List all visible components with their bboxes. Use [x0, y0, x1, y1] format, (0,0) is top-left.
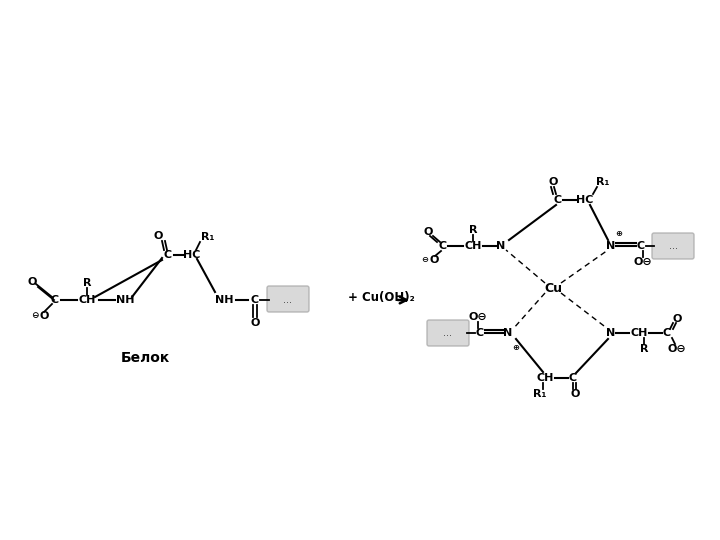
Text: O: O: [570, 389, 580, 399]
Text: CH: CH: [78, 295, 96, 305]
Text: O: O: [423, 227, 433, 237]
Text: O: O: [27, 277, 37, 287]
Text: Белок: Белок: [120, 351, 170, 365]
Text: O⊖: O⊖: [667, 344, 686, 354]
Text: ...: ...: [444, 328, 452, 338]
Text: R: R: [83, 278, 91, 288]
Text: N: N: [606, 328, 616, 338]
Text: ⊕: ⊕: [616, 230, 623, 239]
Text: O⊖: O⊖: [469, 312, 487, 322]
Text: C: C: [554, 195, 562, 205]
FancyBboxPatch shape: [427, 320, 469, 346]
Text: C: C: [476, 328, 484, 338]
Text: R: R: [640, 344, 648, 354]
Text: CH: CH: [536, 373, 554, 383]
Text: R: R: [469, 225, 477, 235]
Text: HC: HC: [184, 250, 201, 260]
Text: ⊖: ⊖: [421, 255, 428, 265]
Text: R₁: R₁: [202, 232, 215, 242]
Text: O: O: [40, 311, 49, 321]
Text: C: C: [51, 295, 59, 305]
Text: NH: NH: [116, 295, 134, 305]
Text: O: O: [153, 231, 163, 241]
Text: ...: ...: [284, 295, 292, 305]
Text: CH: CH: [630, 328, 648, 338]
Text: O⊖: O⊖: [634, 257, 652, 267]
Text: O: O: [251, 318, 260, 328]
Text: O: O: [429, 255, 438, 265]
FancyBboxPatch shape: [652, 233, 694, 259]
Text: C: C: [164, 250, 172, 260]
Text: N: N: [503, 328, 513, 338]
Text: Cu: Cu: [544, 281, 562, 294]
Text: R₁: R₁: [596, 177, 610, 187]
Text: C: C: [251, 295, 259, 305]
Text: N: N: [606, 241, 616, 251]
Text: C: C: [439, 241, 447, 251]
Text: N: N: [496, 241, 505, 251]
Text: HC: HC: [576, 195, 594, 205]
Text: NH: NH: [215, 295, 233, 305]
Text: R₁: R₁: [534, 389, 546, 399]
Text: C: C: [637, 241, 645, 251]
Text: CH: CH: [464, 241, 482, 251]
Text: + Cu(OH)₂: + Cu(OH)₂: [348, 292, 415, 305]
Text: C: C: [569, 373, 577, 383]
Text: ...: ...: [668, 241, 678, 251]
FancyBboxPatch shape: [267, 286, 309, 312]
Text: O: O: [549, 177, 558, 187]
Text: O: O: [672, 314, 682, 324]
Text: ⊕: ⊕: [513, 342, 520, 352]
Text: ⊖: ⊖: [31, 312, 39, 321]
Text: C: C: [663, 328, 671, 338]
